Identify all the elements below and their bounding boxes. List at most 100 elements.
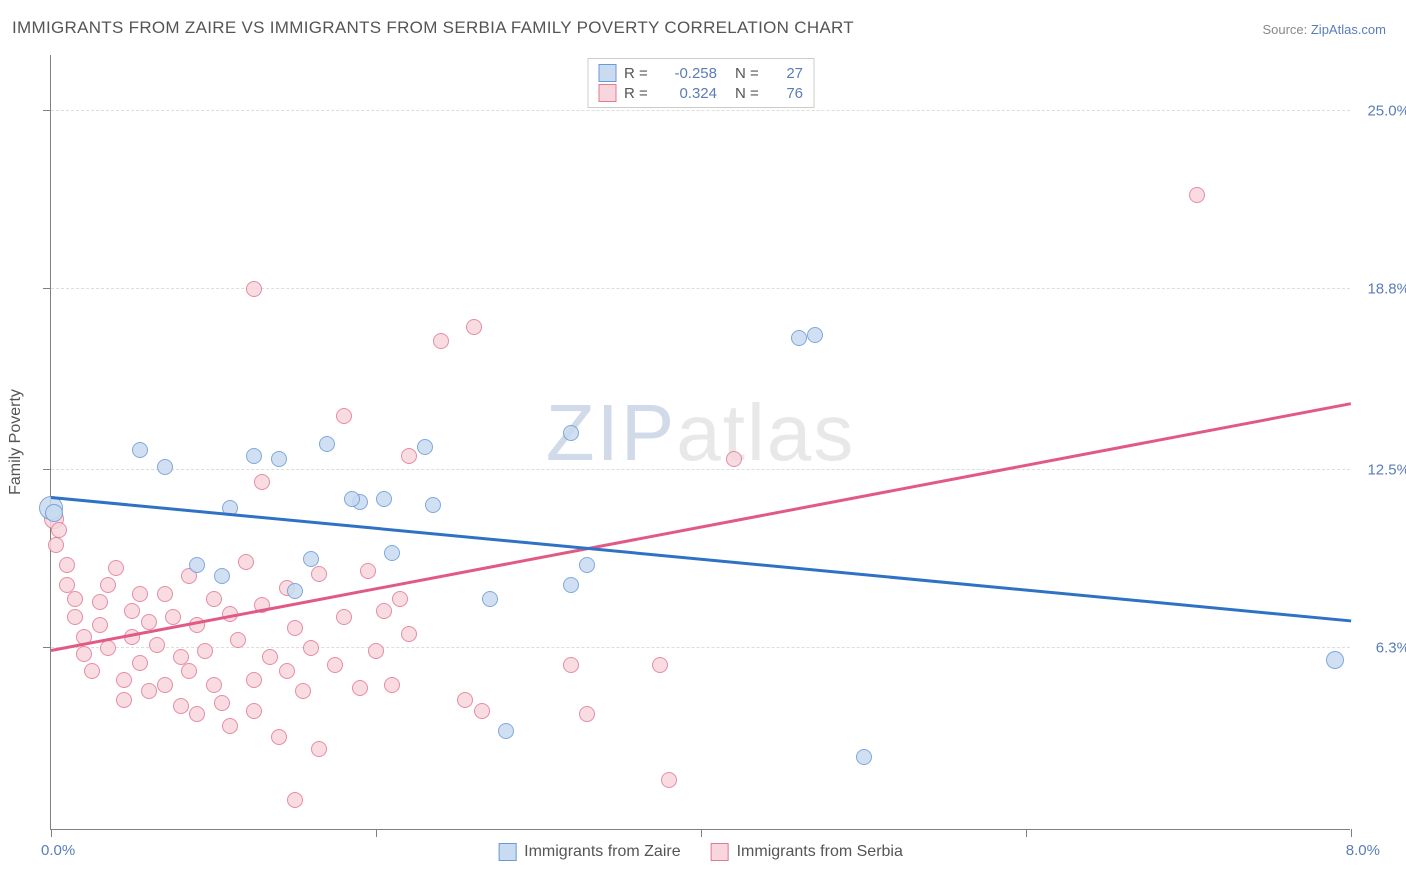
data-point [319, 436, 335, 452]
data-point [563, 577, 579, 593]
data-point [360, 563, 376, 579]
y-tick-label: 12.5% [1367, 462, 1406, 479]
data-point [856, 749, 872, 765]
data-point [457, 692, 473, 708]
source-link[interactable]: ZipAtlas.com [1311, 22, 1386, 37]
data-point [116, 672, 132, 688]
data-point [116, 692, 132, 708]
data-point [336, 408, 352, 424]
y-tick-label: 18.8% [1367, 281, 1406, 298]
legend-swatch [711, 843, 729, 861]
watermark: ZIPatlas [546, 387, 855, 479]
x-tick [701, 829, 702, 837]
legend-r-value: 0.324 [662, 85, 717, 102]
legend-series: Immigrants from Zaire Immigrants from Ser… [498, 843, 903, 861]
x-tick [376, 829, 377, 837]
data-point [271, 729, 287, 745]
data-point [295, 683, 311, 699]
data-point [579, 557, 595, 573]
data-point [173, 698, 189, 714]
data-point [132, 442, 148, 458]
data-point [76, 646, 92, 662]
scatter-chart: ZIPatlas Family Poverty R =-0.258N =27R … [50, 55, 1350, 830]
legend-n-label: N = [735, 85, 765, 102]
legend-r-label: R = [624, 85, 654, 102]
data-point [48, 537, 64, 553]
data-point [165, 609, 181, 625]
data-point [376, 491, 392, 507]
x-tick [1351, 829, 1352, 837]
data-point [84, 663, 100, 679]
data-point [466, 319, 482, 335]
data-point [287, 620, 303, 636]
data-point [1189, 187, 1205, 203]
data-point [149, 637, 165, 653]
trend-line [51, 402, 1351, 651]
data-point [59, 557, 75, 573]
chart-title: IMMIGRANTS FROM ZAIRE VS IMMIGRANTS FROM… [12, 18, 854, 38]
source-prefix: Source: [1262, 22, 1310, 37]
data-point [141, 683, 157, 699]
legend-swatch [598, 84, 616, 102]
data-point [498, 723, 514, 739]
data-point [417, 439, 433, 455]
data-point [92, 594, 108, 610]
gridline [51, 647, 1350, 648]
data-point [311, 741, 327, 757]
y-tick-label: 6.3% [1376, 640, 1406, 657]
data-point [141, 614, 157, 630]
data-point [384, 545, 400, 561]
data-point [246, 281, 262, 297]
gridline [51, 110, 1350, 111]
legend-series-item: Immigrants from Serbia [711, 843, 903, 861]
data-point [157, 586, 173, 602]
data-point [652, 657, 668, 673]
gridline [51, 469, 1350, 470]
data-point [92, 617, 108, 633]
data-point [661, 772, 677, 788]
y-tick [43, 110, 51, 111]
data-point [67, 609, 83, 625]
data-point [384, 677, 400, 693]
watermark-atlas: atlas [676, 388, 855, 477]
data-point [67, 591, 83, 607]
legend-stat-row: R = 0.324 N = 76 [598, 83, 803, 103]
data-point [563, 657, 579, 673]
legend-series-label: Immigrants from Serbia [737, 843, 903, 861]
x-axis-max-label: 8.0% [1346, 842, 1380, 859]
data-point [579, 706, 595, 722]
data-point [189, 557, 205, 573]
y-tick [43, 469, 51, 470]
data-point [246, 703, 262, 719]
legend-r-value: -0.258 [662, 65, 717, 82]
data-point [401, 626, 417, 642]
y-tick-label: 25.0% [1367, 103, 1406, 120]
data-point [344, 491, 360, 507]
data-point [279, 663, 295, 679]
data-point [352, 680, 368, 696]
legend-n-value: 76 [773, 85, 803, 102]
data-point [726, 451, 742, 467]
data-point [206, 677, 222, 693]
data-point [214, 568, 230, 584]
data-point [100, 640, 116, 656]
data-point [376, 603, 392, 619]
data-point [132, 655, 148, 671]
data-point [368, 643, 384, 659]
data-point [262, 649, 278, 665]
legend-stat-row: R =-0.258N =27 [598, 63, 803, 83]
x-axis-min-label: 0.0% [41, 842, 75, 859]
data-point [303, 640, 319, 656]
data-point [433, 333, 449, 349]
legend-series-label: Immigrants from Zaire [524, 843, 680, 861]
data-point [482, 591, 498, 607]
data-point [311, 566, 327, 582]
data-point [132, 586, 148, 602]
data-point [474, 703, 490, 719]
data-point [287, 583, 303, 599]
data-point [401, 448, 417, 464]
data-point [189, 706, 205, 722]
data-point [214, 695, 230, 711]
data-point [791, 330, 807, 346]
data-point [246, 448, 262, 464]
